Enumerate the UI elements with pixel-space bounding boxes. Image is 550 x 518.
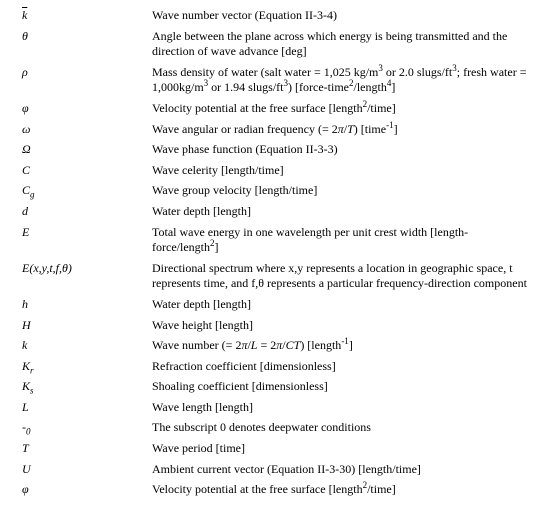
symbol-cell: Ks	[16, 379, 152, 395]
definition-cell: Wave number vector (Equation II-3-4)	[152, 8, 534, 24]
definition-cell: Velocity potential at the free surface […	[152, 482, 534, 498]
symbol-cell: ρ	[16, 65, 152, 81]
symbol-cell: Ω	[16, 142, 152, 158]
definition-cell: Velocity potential at the free surface […	[152, 101, 534, 117]
symbol-cell: U	[16, 462, 152, 478]
definition-cell: Wave height [length]	[152, 318, 534, 334]
symbol-cell: E(x,y,t,f,θ)	[16, 261, 152, 277]
definition-row: hWater depth [length]	[16, 297, 534, 313]
definition-cell: Total wave energy in one wavelength per …	[152, 225, 534, 256]
symbol-cell: H	[16, 318, 152, 334]
definition-cell: Ambient current vector (Equation II-3-30…	[152, 462, 534, 478]
definition-cell: Shoaling coefficient [dimensionless]	[152, 379, 534, 395]
definition-cell: Water depth [length]	[152, 297, 534, 313]
symbol-cell: Kr	[16, 359, 152, 375]
definition-row: ωWave angular or radian frequency (= 2π/…	[16, 122, 534, 138]
definition-row: KrRefraction coefficient [dimensionless]	[16, 359, 534, 375]
definition-cell: Wave phase function (Equation II-3-3)	[152, 142, 534, 158]
symbol-cell: L	[16, 400, 152, 416]
symbol-cell: k	[16, 8, 152, 24]
definition-row: θAngle between the plane across which en…	[16, 29, 534, 60]
definition-cell: Wave group velocity [length/time]	[152, 183, 534, 199]
definition-cell: Wave period [time]	[152, 441, 534, 457]
definition-row: dWater depth [length]	[16, 204, 534, 220]
definition-row: φVelocity potential at the free surface …	[16, 482, 534, 498]
symbol-cell: d	[16, 204, 152, 220]
symbol-cell: ω	[16, 122, 152, 138]
definition-cell: Directional spectrum where x,y represent…	[152, 261, 534, 292]
definition-cell: Refraction coefficient [dimensionless]	[152, 359, 534, 375]
definition-row: TWave period [time]	[16, 441, 534, 457]
definition-cell: Wave length [length]	[152, 400, 534, 416]
definition-row: KsShoaling coefficient [dimensionless]	[16, 379, 534, 395]
definition-cell: Angle between the plane across which ene…	[152, 29, 534, 60]
definition-row: ρMass density of water (salt water = 1,0…	[16, 65, 534, 96]
definition-row: CgWave group velocity [length/time]	[16, 183, 534, 199]
symbol-cell: k	[16, 338, 152, 354]
definition-row: UAmbient current vector (Equation II-3-3…	[16, 462, 534, 478]
definition-row: LWave length [length]	[16, 400, 534, 416]
definition-cell: Water depth [length]	[152, 204, 534, 220]
symbol-cell: θ	[16, 29, 152, 45]
symbol-cell: E	[16, 225, 152, 241]
definition-cell: The subscript 0 denotes deepwater condit…	[152, 420, 534, 436]
symbol-cell: T	[16, 441, 152, 457]
definition-row: kWave number (= 2π/L = 2π/CT) [length-1]	[16, 338, 534, 354]
symbol-definition-list: kWave number vector (Equation II-3-4)θAn…	[16, 8, 534, 498]
symbol-cell: φ	[16, 101, 152, 117]
definition-cell: Mass density of water (salt water = 1,02…	[152, 65, 534, 96]
definition-row: ETotal wave energy in one wavelength per…	[16, 225, 534, 256]
symbol-cell: -0	[16, 420, 152, 436]
definition-row: ΩWave phase function (Equation II-3-3)	[16, 142, 534, 158]
definition-row: HWave height [length]	[16, 318, 534, 334]
symbol-cell: C	[16, 163, 152, 179]
definition-cell: Wave number (= 2π/L = 2π/CT) [length-1]	[152, 338, 534, 354]
definition-row: φVelocity potential at the free surface …	[16, 101, 534, 117]
definition-row: kWave number vector (Equation II-3-4)	[16, 8, 534, 24]
definition-row: E(x,y,t,f,θ)Directional spectrum where x…	[16, 261, 534, 292]
definition-row: CWave celerity [length/time]	[16, 163, 534, 179]
symbol-cell: h	[16, 297, 152, 313]
definition-cell: Wave celerity [length/time]	[152, 163, 534, 179]
definition-row: -0The subscript 0 denotes deepwater cond…	[16, 420, 534, 436]
symbol-cell: φ	[16, 482, 152, 498]
definition-cell: Wave angular or radian frequency (= 2π/T…	[152, 122, 534, 138]
symbol-cell: Cg	[16, 183, 152, 199]
